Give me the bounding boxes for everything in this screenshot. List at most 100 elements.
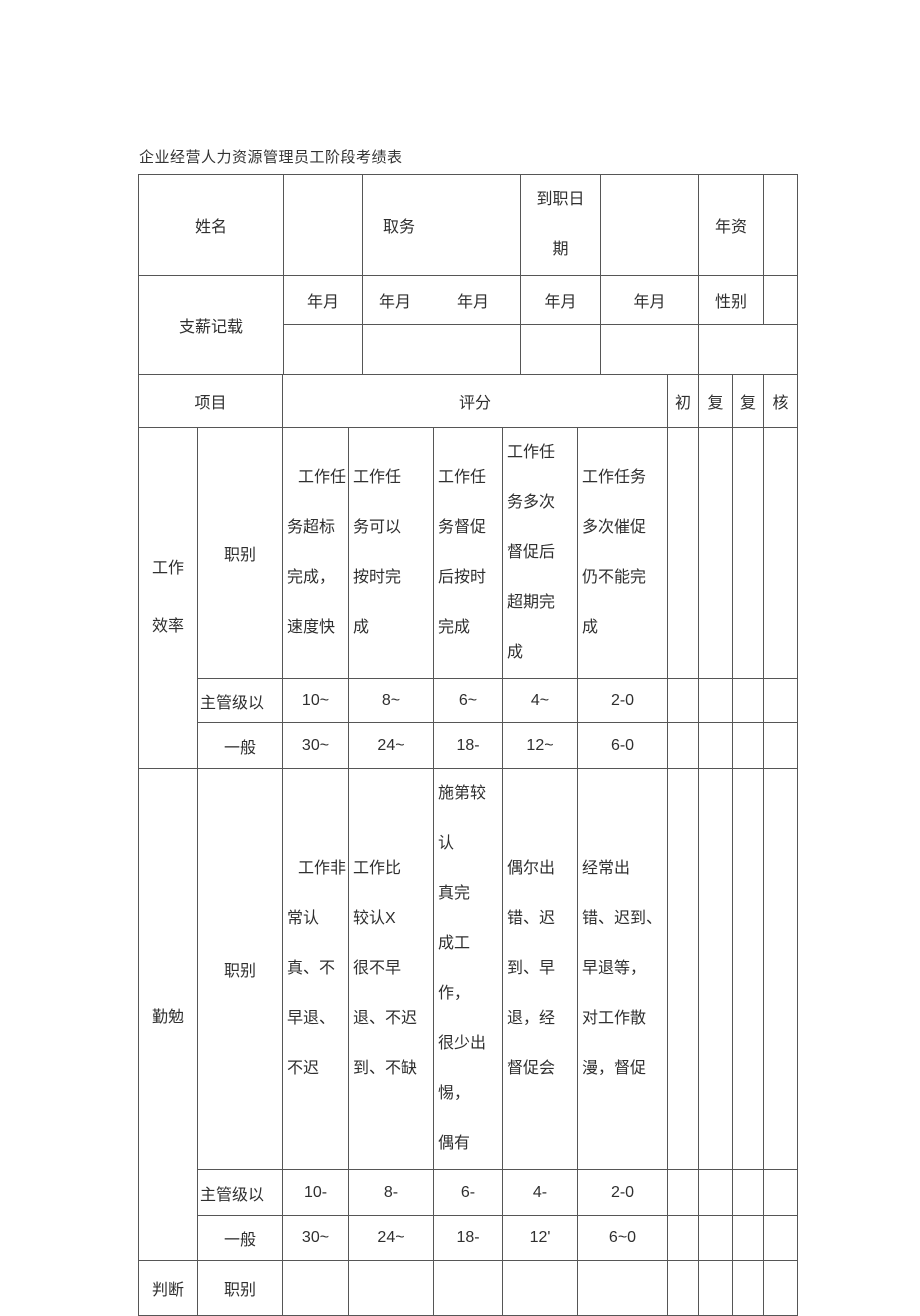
score-value-cell: 12' (502, 1215, 578, 1261)
review-input-cell[interactable] (763, 1215, 798, 1261)
review-input-cell[interactable] (732, 427, 764, 679)
review-input-cell[interactable] (763, 768, 798, 1170)
year-month-header-cell: 年月 (520, 275, 601, 325)
hire-date-label-cell: 到职日 期 (520, 174, 601, 276)
description-input-cell[interactable] (282, 1260, 349, 1316)
salary-input-cell[interactable] (283, 324, 363, 375)
review-input-cell[interactable] (698, 1215, 733, 1261)
salary-input-cell[interactable] (698, 324, 798, 375)
review-input-cell[interactable] (667, 427, 699, 679)
judgment-row: 判断 职别 (138, 1260, 798, 1316)
hire-date-input-cell[interactable] (600, 174, 699, 276)
review-input-cell[interactable] (698, 722, 733, 769)
review-input-cell[interactable] (698, 678, 733, 723)
grade-label-cell: 一般 (197, 722, 283, 769)
description-cell: 工作任务 多次催促 仍不能完 成 (577, 427, 668, 679)
year-month-label: 年月 (457, 294, 490, 311)
seniority-label-cell: 年资 (698, 174, 764, 276)
year-month-label: 年月 (379, 294, 412, 311)
review-input-cell[interactable] (732, 678, 764, 723)
year-month-header-cell: 年月 (283, 275, 363, 325)
description-cell: 工作任 务可以 按时完 成 (348, 427, 434, 679)
category-label-cell: 职别 (197, 427, 283, 679)
description-cell: 偶尔出 错、迟 到、早 退，经 督促会 (502, 768, 578, 1170)
description-input-cell[interactable] (348, 1260, 434, 1316)
review-input-cell[interactable] (732, 768, 764, 1170)
document-title: 企业经营人力资源管理员工阶段考绩表 (139, 149, 403, 166)
score-value-cell: 6- (433, 1169, 503, 1216)
info-row-2: 支薪记载 年月 年月 年月 年月 年月 性别 (138, 275, 798, 375)
review-input-cell[interactable] (763, 678, 798, 723)
review-input-cell[interactable] (667, 1169, 699, 1216)
score-value-cell: 8~ (348, 678, 434, 723)
item-label-cell: 项目 (138, 374, 283, 428)
review-recheck1-label-cell: 复 (698, 374, 733, 428)
grade-label-cell: 主管级以 (197, 1169, 283, 1216)
gender-input-cell[interactable] (763, 275, 798, 325)
score-value-cell: 2-0 (577, 1169, 668, 1216)
review-input-cell[interactable] (667, 768, 699, 1170)
description-input-cell[interactable] (577, 1260, 668, 1316)
score-value-cell: 18- (433, 1215, 503, 1261)
review-input-cell[interactable] (732, 1215, 764, 1261)
review-input-cell[interactable] (763, 722, 798, 769)
position-label-cell: 取务 (362, 174, 521, 276)
review-input-cell[interactable] (698, 427, 733, 679)
score-value-cell: 30~ (282, 1215, 349, 1261)
gender-label-cell: 性别 (698, 275, 764, 325)
score-value-cell: 8- (348, 1169, 434, 1216)
salary-input-cell[interactable] (362, 324, 521, 375)
description-cell: 工作比 较认X 很不早 退、不迟 到、不缺 (348, 768, 434, 1170)
review-input-cell[interactable] (667, 1215, 699, 1261)
score-value-cell: 4- (502, 1169, 578, 1216)
description-input-cell[interactable] (502, 1260, 578, 1316)
score-value-cell: 24~ (348, 1215, 434, 1261)
description-cell: 工作任 务督促 后按时 完成 (433, 427, 503, 679)
review-input-cell[interactable] (667, 722, 699, 769)
score-label-cell: 评分 (282, 374, 668, 428)
review-input-cell[interactable] (698, 768, 733, 1170)
score-value-cell: 10- (282, 1169, 349, 1216)
diligence-description-row: 勤勉 职别 工作非 常认 真、不 早退、 不迟 工作比 较认X 很不早 退、不迟… (138, 768, 798, 1261)
grade-label-cell: 主管级以 (197, 678, 283, 723)
score-value-cell: 2-0 (577, 678, 668, 723)
diligence-general-row: 一般 30~ 24~ 18- 12' 6~0 (139, 1215, 798, 1261)
review-input-cell[interactable] (698, 1169, 733, 1216)
score-value-cell: 10~ (282, 678, 349, 723)
section-name-cell-diligence: 勤勉 (138, 768, 198, 1261)
employee-info-table: 姓名 取务 到职日 期 年资 支薪记载 年月 年月 年月 年月 年月 性别 (138, 174, 798, 375)
grade-label-cell: 一般 (197, 1215, 283, 1261)
efficiency-supervisor-row: 主管级以 10~ 8~ 6~ 4~ 2-0 (139, 678, 798, 723)
year-month-header-cell: 年月 (600, 275, 699, 325)
salary-input-cell[interactable] (520, 324, 601, 375)
review-input-cell[interactable] (667, 678, 699, 723)
review-input-cell[interactable] (763, 427, 798, 679)
info-row-1: 姓名 取务 到职日 期 年资 (138, 174, 798, 276)
review-input-cell[interactable] (763, 1260, 798, 1316)
score-header-row: 项目 评分 初 复 复 核 (138, 374, 798, 428)
salary-record-label-cell: 支薪记载 (138, 275, 284, 375)
salary-input-cell[interactable] (600, 324, 699, 375)
score-value-cell: 6~ (433, 678, 503, 723)
seniority-input-cell[interactable] (763, 174, 798, 276)
section-name-cell-judgment: 判断 (138, 1260, 198, 1316)
efficiency-description-row: 工作效率 职别 工作任 务超标 完成， 速度快 工作任 务可以 按时完 成 工作… (138, 427, 798, 769)
review-verify-label-cell: 核 (763, 374, 798, 428)
review-input-cell[interactable] (732, 1260, 764, 1316)
review-input-cell[interactable] (667, 1260, 699, 1316)
review-input-cell[interactable] (732, 1169, 764, 1216)
diligence-supervisor-row: 主管级以 10- 8- 6- 4- 2-0 (139, 1169, 798, 1216)
efficiency-general-row: 一般 30~ 24~ 18- 12~ 6-0 (139, 722, 798, 769)
document-page: 企业经营人力资源管理员工阶段考绩表 姓名 取务 到职日 期 年资 支薪记载 年月… (138, 146, 808, 1316)
category-label-cell: 职别 (197, 768, 283, 1170)
name-input-cell[interactable] (283, 174, 363, 276)
review-input-cell[interactable] (763, 1169, 798, 1216)
score-value-cell: 24~ (348, 722, 434, 769)
review-input-cell[interactable] (698, 1260, 733, 1316)
review-recheck2-label-cell: 复 (732, 374, 764, 428)
description-cell: 工作非 常认 真、不 早退、 不迟 (282, 768, 349, 1170)
review-input-cell[interactable] (732, 722, 764, 769)
review-initial-label-cell: 初 (667, 374, 699, 428)
description-input-cell[interactable] (433, 1260, 503, 1316)
score-value-cell: 30~ (282, 722, 349, 769)
